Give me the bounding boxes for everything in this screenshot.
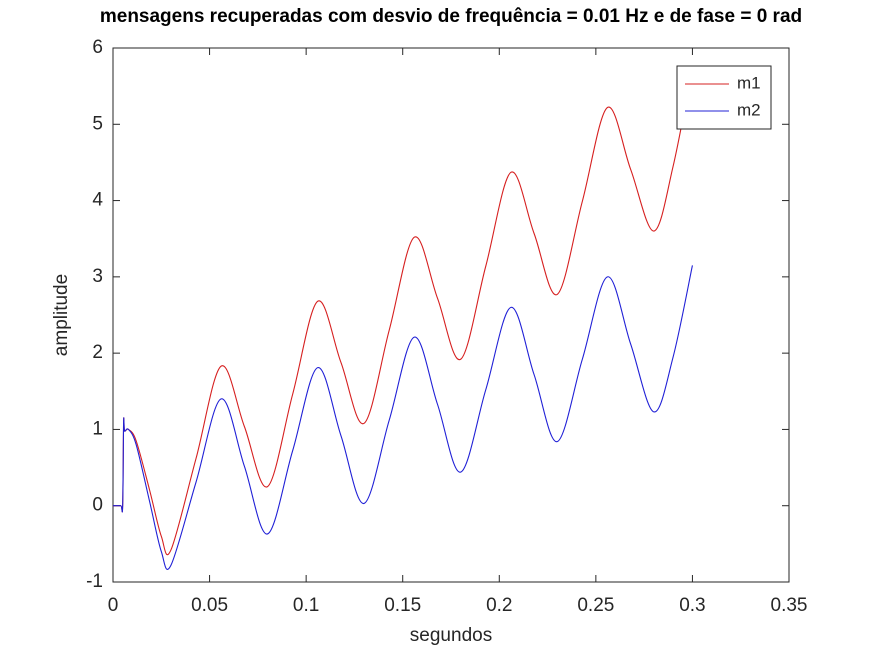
x-tick-label: 0.3: [679, 595, 705, 616]
chart-title: mensagens recuperadas com desvio de freq…: [100, 6, 802, 27]
y-tick-label: 2: [92, 342, 103, 363]
y-tick-label: 4: [92, 190, 103, 211]
y-tick-label: -1: [86, 571, 103, 592]
x-tick-label: 0.35: [771, 595, 808, 616]
y-tick-label: 5: [92, 113, 103, 134]
x-tick-label: 0.2: [486, 595, 512, 616]
legend-box: [676, 65, 772, 130]
axes-box: [112, 47, 790, 583]
x-tick-label: 0.05: [191, 595, 228, 616]
x-tick-label: 0: [108, 595, 119, 616]
y-tick-label: 6: [92, 37, 103, 58]
x-tick-label: 0.1: [293, 595, 319, 616]
x-axis-label: segundos: [410, 625, 492, 646]
series-line: [113, 67, 693, 556]
x-tick-label: 0.25: [577, 595, 614, 616]
y-axis-label: amplitude: [51, 274, 72, 356]
y-tick-label: 1: [92, 418, 103, 439]
y-tick-label: 0: [92, 495, 103, 516]
series-line: [113, 265, 693, 570]
legend-label: m2: [737, 100, 761, 119]
y-tick-label: 3: [92, 266, 103, 287]
legend-label: m1: [737, 73, 761, 92]
x-tick-label: 0.15: [384, 595, 421, 616]
